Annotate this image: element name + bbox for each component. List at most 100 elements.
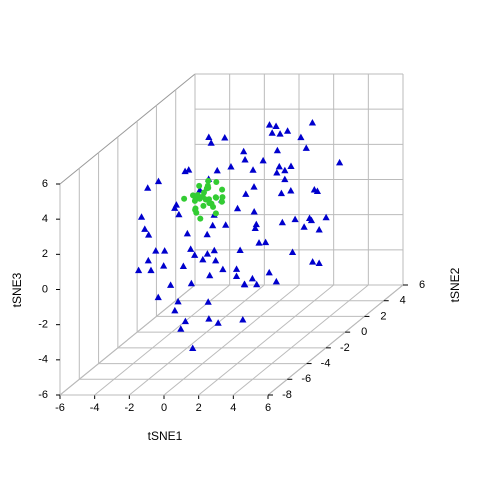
point: [313, 187, 322, 194]
point: [219, 265, 227, 273]
point: [232, 272, 241, 280]
point: [233, 204, 242, 212]
point: [302, 144, 310, 151]
point: [135, 266, 143, 274]
point: [189, 344, 197, 351]
z-tick-label: -2: [38, 319, 48, 331]
point: [181, 317, 189, 325]
y-tick-label: -2: [340, 342, 350, 354]
z-tick-label: -6: [38, 389, 48, 401]
point: [265, 121, 274, 128]
point: [203, 250, 212, 257]
x-tick-label: 0: [161, 402, 167, 414]
point: [265, 268, 273, 276]
point: [218, 198, 225, 205]
point: [219, 186, 226, 193]
point: [291, 215, 299, 223]
point: [277, 189, 285, 197]
point: [191, 197, 198, 204]
z-axis-label: tSNE3: [10, 272, 24, 307]
x-tick-label: -6: [55, 402, 65, 414]
point: [152, 247, 160, 254]
point: [268, 129, 276, 136]
point: [174, 297, 182, 305]
point: [232, 265, 241, 272]
point: [315, 226, 323, 233]
x-tick-label: 6: [265, 402, 271, 414]
point: [212, 210, 219, 217]
point: [192, 205, 199, 212]
z-tick-label: 0: [42, 283, 48, 295]
point: [273, 146, 281, 154]
point: [189, 192, 196, 199]
point: [141, 225, 149, 232]
point: [253, 280, 261, 288]
point: [203, 230, 211, 238]
point: [213, 166, 221, 174]
floor-grid-line: [233, 284, 369, 396]
point: [204, 298, 212, 305]
y-tick-label: 2: [380, 310, 386, 322]
point: [241, 156, 249, 163]
point: [183, 229, 191, 237]
point: [273, 168, 281, 176]
point: [221, 133, 229, 141]
point: [145, 231, 153, 238]
point: [197, 215, 204, 222]
point: [287, 162, 295, 170]
point: [187, 279, 195, 287]
z-tick-label: 2: [42, 248, 48, 260]
y-tick-label: -4: [321, 357, 331, 369]
point: [154, 177, 163, 185]
point: [222, 221, 230, 228]
x-tick-label: -2: [124, 402, 134, 414]
point: [308, 119, 317, 126]
point: [210, 246, 218, 254]
point: [213, 179, 220, 186]
x-tick-label: -4: [90, 402, 100, 414]
point: [212, 256, 220, 264]
point: [213, 194, 220, 201]
y-axis-label: tSNE2: [448, 267, 462, 302]
point: [281, 175, 289, 183]
point: [185, 166, 193, 173]
point: [205, 177, 212, 184]
floor-grid-line: [198, 284, 334, 396]
z-tick-label: -4: [38, 354, 48, 366]
point: [199, 255, 207, 263]
point: [239, 316, 247, 323]
point: [275, 162, 283, 170]
point: [154, 293, 162, 301]
point: [161, 247, 169, 254]
y-tick-label: -8: [282, 389, 292, 401]
point: [167, 281, 175, 288]
point: [205, 315, 213, 322]
point: [281, 166, 289, 174]
point: [205, 133, 213, 140]
z-tick-label: 6: [42, 178, 48, 190]
point: [250, 207, 258, 215]
point: [137, 213, 146, 220]
point: [209, 221, 217, 229]
point: [206, 271, 214, 279]
point: [240, 147, 248, 155]
floor-grid-line: [267, 284, 404, 396]
y-tick-label: -6: [301, 373, 311, 385]
x-axis-label: tSNE1: [148, 429, 183, 443]
point: [242, 190, 250, 197]
point: [288, 248, 297, 256]
point: [255, 239, 263, 246]
z-tick-label: 4: [42, 213, 48, 225]
point: [283, 127, 292, 134]
point: [297, 133, 305, 141]
point: [147, 266, 155, 274]
point: [219, 194, 226, 201]
box-edge: [59, 73, 196, 185]
point: [227, 162, 235, 170]
point: [262, 238, 270, 246]
y-tick-label: 0: [361, 326, 367, 338]
point: [181, 195, 188, 202]
point: [278, 218, 286, 226]
point: [309, 258, 317, 265]
